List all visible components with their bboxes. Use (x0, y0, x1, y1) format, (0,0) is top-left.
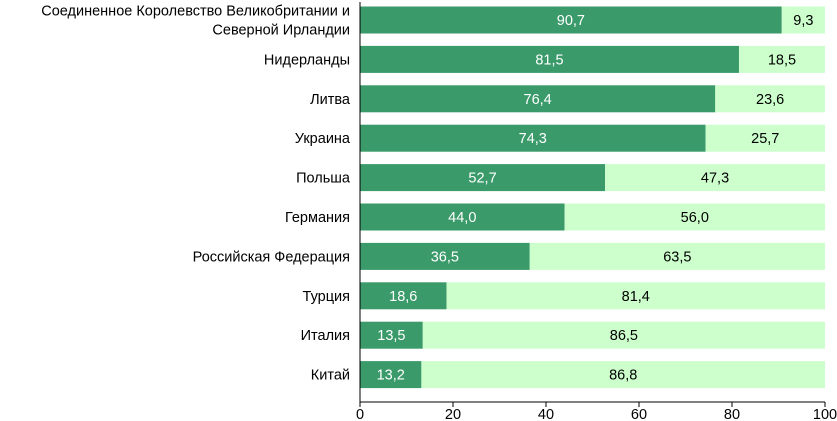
category-label: Китай (311, 368, 350, 384)
bar-series1 (360, 242, 530, 270)
bar-series2 (738, 45, 825, 73)
bar-series1 (360, 6, 782, 34)
data-label: 25,7 (751, 131, 779, 147)
bar-series1 (360, 85, 716, 113)
data-label: 81,5 (535, 52, 563, 68)
bar-series2 (605, 164, 825, 192)
category-label: Турция (303, 289, 350, 305)
data-label: 76,4 (524, 92, 552, 108)
data-label: 52,7 (468, 171, 496, 187)
data-label: 86,8 (609, 368, 637, 384)
bar-series2 (781, 6, 825, 34)
x-tick-label: 40 (538, 407, 554, 421)
category-labels: Соединенное Королевство Великобритании и… (41, 4, 351, 384)
x-tick-label: 80 (724, 407, 740, 421)
bar-series1 (360, 124, 706, 152)
x-tick-label: 20 (445, 407, 461, 421)
data-label: 36,5 (431, 249, 459, 265)
bar-series1 (360, 282, 447, 310)
category-label: Польша (296, 171, 351, 187)
bar-series1 (360, 361, 422, 389)
bar-series2 (422, 321, 825, 349)
data-label: 18,6 (389, 289, 417, 305)
bar-series2 (715, 85, 825, 113)
bar-series1 (360, 45, 739, 73)
data-label: 63,5 (663, 249, 691, 265)
data-label: 18,5 (768, 52, 796, 68)
category-label: Соединенное Королевство Великобритании и (41, 4, 350, 20)
x-axis: 0 20 40 60 80 100 (356, 2, 837, 421)
bar-series1 (360, 203, 565, 231)
category-label: Российская Федерация (193, 249, 350, 265)
data-label: 90,7 (557, 13, 585, 29)
category-label: Литва (310, 92, 351, 108)
data-label: 13,2 (377, 368, 405, 384)
x-tick-label: 0 (356, 407, 364, 421)
data-label: 81,4 (622, 289, 650, 305)
x-tick-label: 60 (631, 407, 647, 421)
data-label: 86,5 (610, 328, 638, 344)
data-label: 9,3 (793, 13, 813, 29)
x-tick-label: 100 (813, 407, 837, 421)
category-label: Северной Ирландии (212, 23, 350, 39)
category-label: Германия (285, 210, 350, 226)
bar-series2 (529, 242, 825, 270)
bar-series2 (421, 361, 825, 389)
bar-series1 (360, 164, 606, 192)
bars-group: 90,7 9,3 81,5 18,5 76,4 23,6 74,3 25,7 52,7 47,3 4… (360, 6, 825, 389)
category-label: Италия (301, 328, 350, 344)
bar-series2 (705, 124, 825, 152)
bar-series2 (446, 282, 825, 310)
data-label: 74,3 (519, 131, 547, 147)
bar-series2 (564, 203, 825, 231)
category-label: Нидерланды (264, 52, 350, 68)
data-label: 44,0 (448, 210, 476, 226)
data-label: 56,0 (681, 210, 709, 226)
category-label: Украина (295, 131, 351, 147)
data-label: 13,5 (377, 328, 405, 344)
bar-series1 (360, 321, 423, 349)
data-label: 47,3 (701, 171, 729, 187)
data-label: 23,6 (756, 92, 784, 108)
